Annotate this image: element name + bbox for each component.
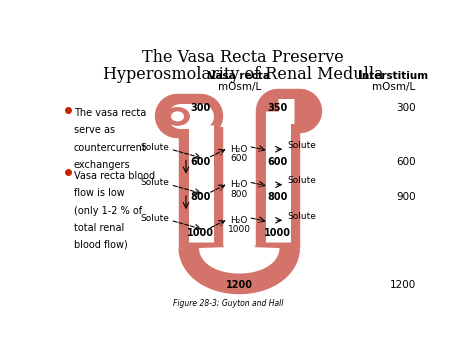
Text: blood flow): blood flow)	[74, 240, 128, 250]
Text: Vasa recta: Vasa recta	[208, 71, 270, 81]
Text: (only 1-2 % of: (only 1-2 % of	[74, 206, 142, 215]
Text: mOsm/L: mOsm/L	[372, 82, 415, 92]
Text: Solute: Solute	[287, 176, 316, 185]
Text: Solute: Solute	[287, 212, 316, 221]
Text: 300: 300	[396, 103, 416, 113]
Text: Vasa recta blood: Vasa recta blood	[74, 171, 155, 181]
Text: H₂O: H₂O	[230, 216, 248, 225]
Text: 600: 600	[191, 157, 211, 166]
Circle shape	[172, 112, 183, 121]
Text: 800: 800	[191, 192, 211, 202]
Text: The Vasa Recta Preserve: The Vasa Recta Preserve	[142, 49, 344, 66]
Text: Solute: Solute	[141, 142, 169, 152]
Text: flow is low: flow is low	[74, 188, 125, 198]
Text: 900: 900	[396, 192, 416, 202]
Text: 1200: 1200	[226, 279, 253, 290]
Text: 800: 800	[231, 190, 248, 199]
Circle shape	[166, 108, 189, 125]
Text: 1000: 1000	[264, 228, 292, 237]
Text: Solute: Solute	[141, 214, 169, 223]
Text: 1200: 1200	[389, 279, 416, 290]
Text: 600: 600	[231, 154, 248, 163]
Text: mOsm/L: mOsm/L	[218, 82, 261, 92]
Text: H₂O: H₂O	[230, 180, 248, 189]
Text: serve as: serve as	[74, 125, 115, 135]
Text: 300: 300	[191, 103, 211, 113]
Text: 800: 800	[268, 192, 288, 202]
Text: Hyperosmolarity of Renal Medulla: Hyperosmolarity of Renal Medulla	[102, 66, 383, 83]
Text: total renal: total renal	[74, 223, 124, 233]
Text: exchangers: exchangers	[74, 160, 130, 170]
Text: H₂O: H₂O	[230, 145, 248, 154]
Text: 1000: 1000	[187, 228, 214, 237]
Text: 600: 600	[268, 157, 288, 166]
Text: Interstitium: Interstitium	[358, 71, 428, 81]
Text: Figure 28-3; Guyton and Hall: Figure 28-3; Guyton and Hall	[173, 299, 283, 308]
Text: Solute: Solute	[287, 141, 316, 149]
Text: 1000: 1000	[228, 225, 251, 234]
Text: 350: 350	[268, 103, 288, 113]
Text: The vasa recta: The vasa recta	[74, 108, 146, 118]
Text: Solute: Solute	[141, 178, 169, 187]
Text: 600: 600	[396, 157, 416, 166]
Text: countercurrent: countercurrent	[74, 143, 146, 153]
